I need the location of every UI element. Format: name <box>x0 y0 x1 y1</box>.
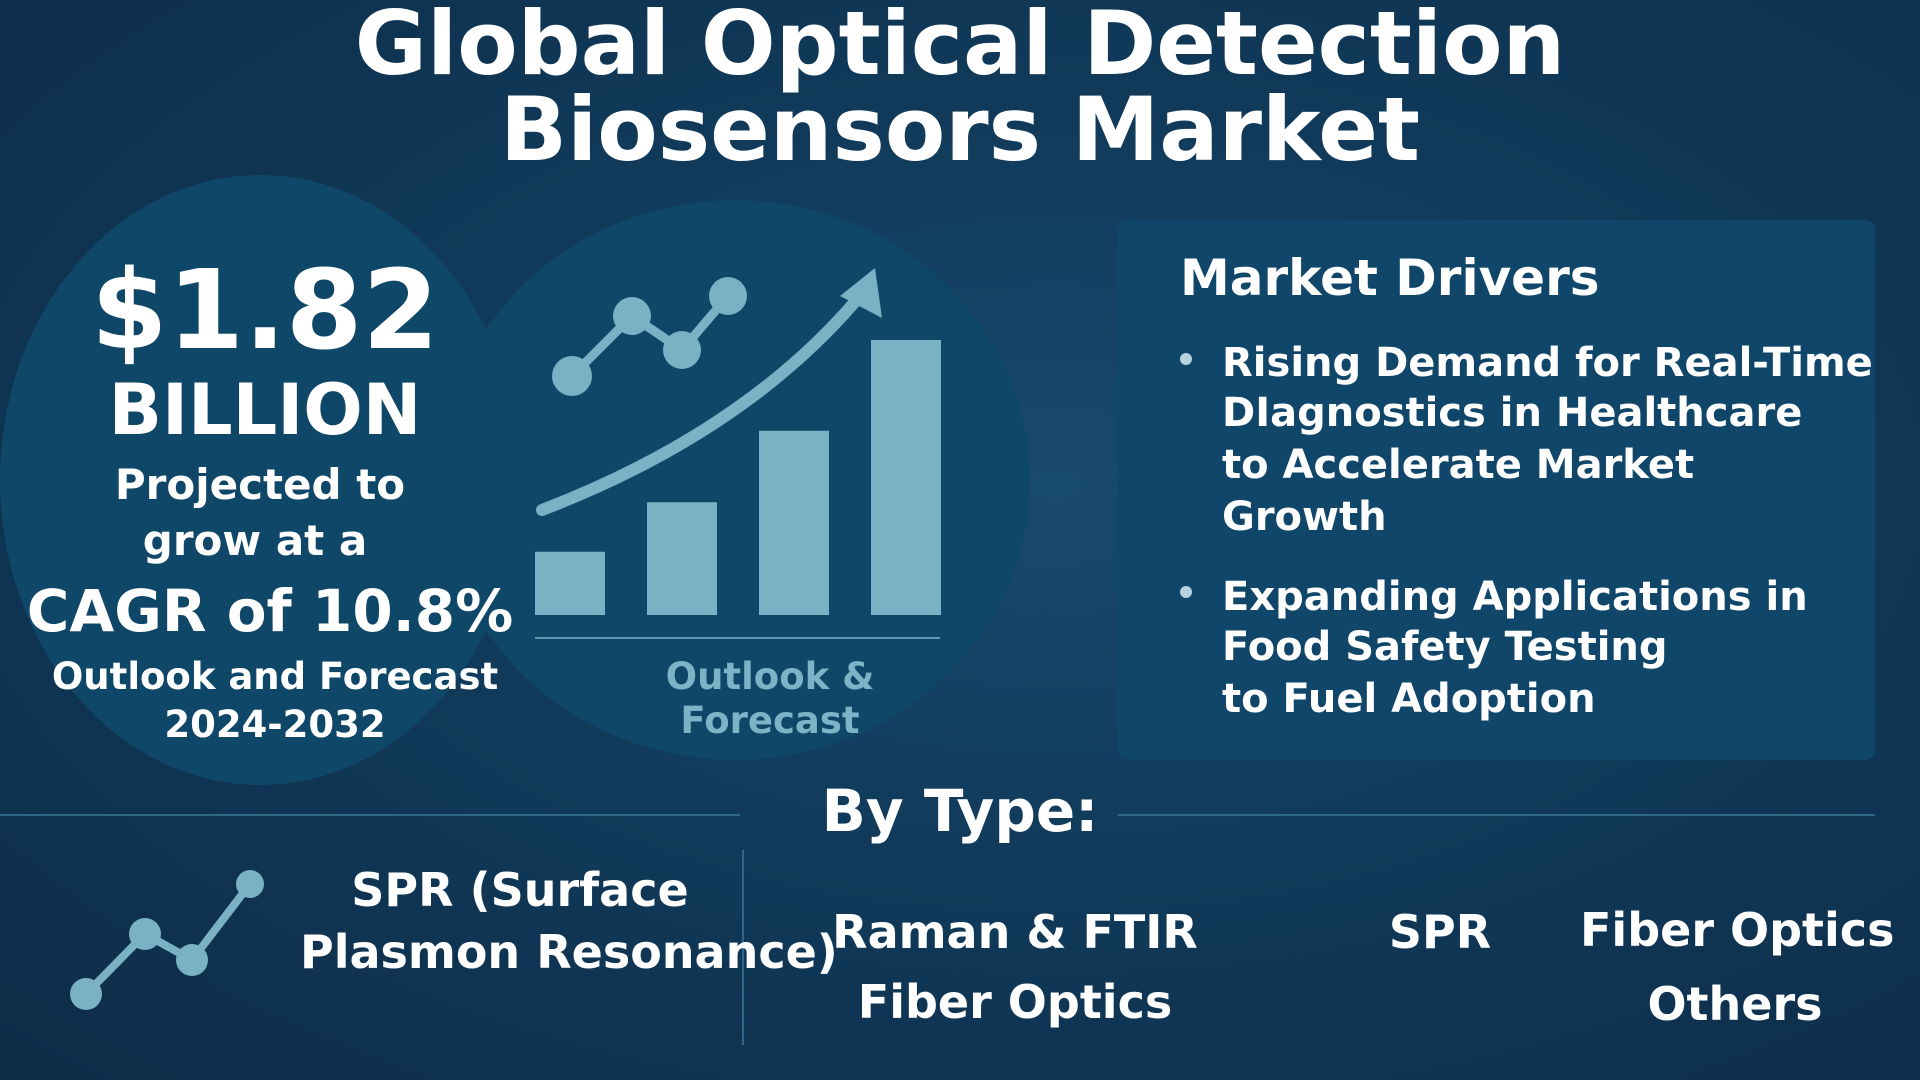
growth-bar-2 <box>647 502 717 615</box>
type-spr: SPR <box>1388 905 1492 959</box>
divider-left <box>0 814 740 816</box>
type-spr-full-line-2: Plasmon Resonance) <box>300 925 838 979</box>
growth-bar-3 <box>759 430 829 615</box>
growth-bar-4 <box>871 340 941 615</box>
growth-bars <box>535 340 941 615</box>
type-fiber-optics: Fiber Optics <box>1580 903 1895 957</box>
driver-1-line-2: DIagnostics in Healthcare <box>1222 390 1803 436</box>
bullet-icon <box>1180 586 1192 598</box>
line-graph-icon <box>552 277 747 396</box>
market-drivers-title: Market Drivers <box>1180 249 1600 307</box>
divider-vertical <box>742 850 744 1045</box>
title-line-2: Biosensors Market <box>500 78 1420 181</box>
growth-chart-illustration <box>535 268 941 639</box>
driver-1-line-1: Rising Demand for Real-Time <box>1222 340 1873 386</box>
type-raman-fiber-optics: Fiber Optics <box>857 975 1173 1029</box>
trend-arrow-icon <box>536 268 882 516</box>
cagr-value: CAGR of 10.8% <box>26 577 514 645</box>
stat-blob-background <box>0 175 520 785</box>
driver-1-line-4: Growth <box>1222 494 1387 540</box>
driver-2-line-3: to Fuel Adoption <box>1222 676 1596 722</box>
projected-text-line-2: grow at a <box>142 516 368 565</box>
line-graph-icon <box>70 870 264 1010</box>
title-line-1: Global Optical Detection <box>354 0 1566 95</box>
growth-bar-1 <box>535 551 605 615</box>
by-type-heading: By Type: <box>821 777 1099 845</box>
market-drivers-panel: Market Drivers Rising Demand for Real-Ti… <box>1118 220 1875 760</box>
outlook-text-line-1: Outlook and Forecast <box>51 655 499 698</box>
driver-2-line-2: Food Safety Testing <box>1222 624 1668 670</box>
projected-text-line-1: Projected to <box>114 460 406 509</box>
divider-right <box>1118 814 1875 816</box>
type-raman-ftir: Raman & FTIR <box>832 905 1198 959</box>
type-spr-full-line-1: SPR (Surface <box>351 863 689 917</box>
market-value: $1.82 <box>91 246 439 374</box>
bullet-icon <box>1180 353 1192 365</box>
market-value-unit: BILLION <box>108 369 422 451</box>
outlook-years: 2024-2032 <box>164 703 386 746</box>
driver-1-line-3: to Accelerate Market <box>1222 442 1695 488</box>
type-others: Others <box>1647 977 1823 1031</box>
driver-2-line-1: Expanding Applications in <box>1222 574 1808 620</box>
chart-caption: Outlook & Forecast <box>665 655 875 742</box>
